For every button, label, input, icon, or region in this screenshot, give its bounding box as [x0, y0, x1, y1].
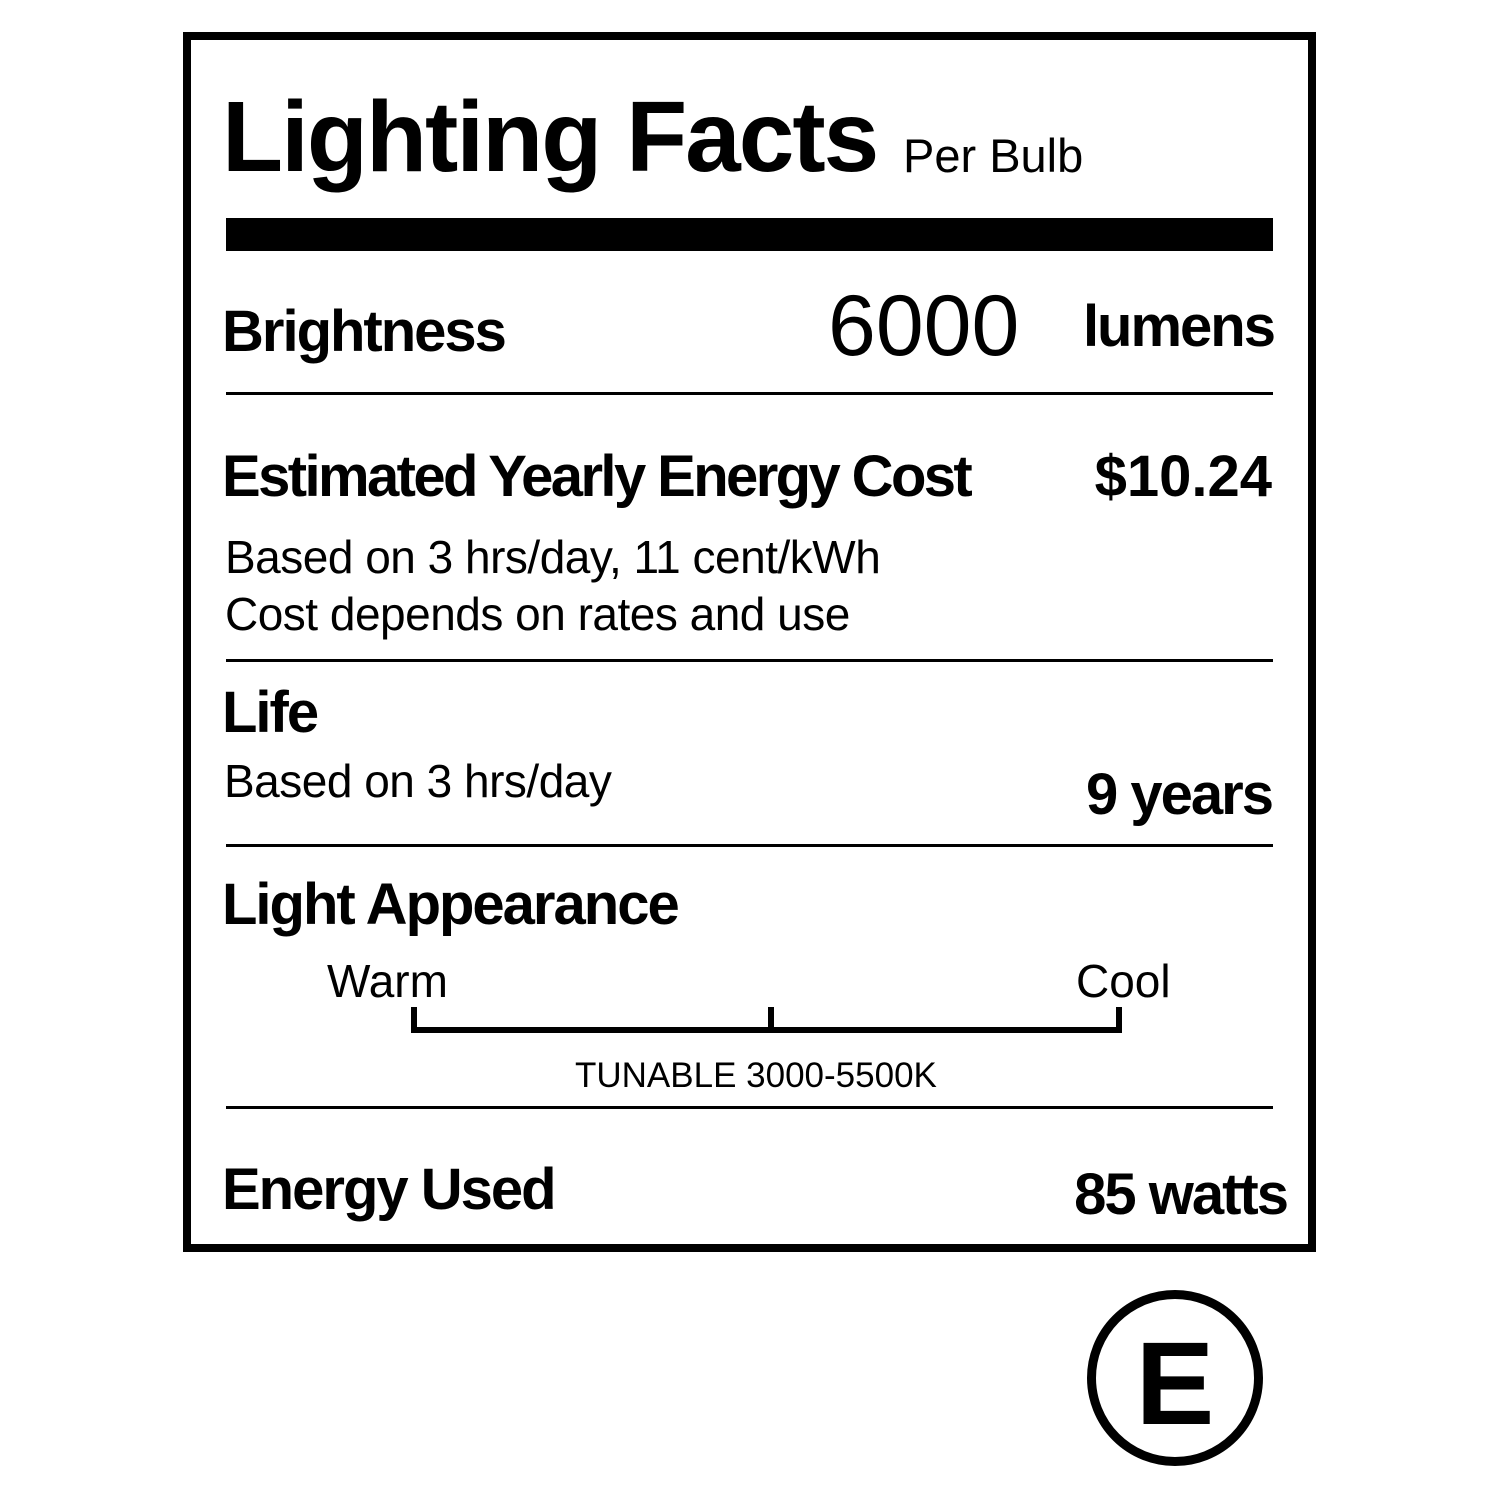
- title-bar: [226, 218, 1273, 251]
- divider: [226, 659, 1273, 662]
- divider: [226, 1106, 1273, 1109]
- energy-e-badge-icon: E: [1087, 1290, 1263, 1466]
- energy-value: 85 watts: [1074, 1162, 1289, 1227]
- life-note: Based on 3 hrs/day: [224, 755, 612, 807]
- life-label: Life: [222, 680, 319, 745]
- label-frame: [183, 32, 1316, 1252]
- cost-note-2: Cost depends on rates and use: [225, 588, 850, 640]
- scale-tick-cool: [1116, 1007, 1122, 1033]
- cost-note-1: Based on 3 hrs/day, 11 cent/kWh: [225, 531, 881, 583]
- scale-tick-warm: [411, 1007, 417, 1033]
- warm-label: Warm: [327, 955, 448, 1007]
- badge-letter: E: [1135, 1318, 1215, 1450]
- label-subtitle: Per Bulb: [903, 129, 1084, 182]
- energy-label: Energy Used: [222, 1157, 557, 1222]
- tunable-range: TUNABLE 3000-5500K: [575, 1056, 937, 1095]
- label-title: Lighting Facts: [222, 81, 879, 193]
- brightness-label: Brightness: [222, 299, 507, 364]
- scale-line: [411, 1027, 1122, 1033]
- divider: [226, 392, 1273, 395]
- appearance-label: Light Appearance: [222, 872, 680, 937]
- cool-label: Cool: [1076, 955, 1171, 1007]
- cost-label: Estimated Yearly Energy Cost: [222, 444, 973, 509]
- life-value: 9 years: [1086, 762, 1274, 827]
- scale-tick-mid: [768, 1007, 774, 1033]
- divider: [226, 844, 1273, 847]
- brightness-value: 6000: [828, 278, 1020, 374]
- cost-value: $10.24: [1094, 444, 1272, 509]
- brightness-unit: lumens: [1082, 294, 1276, 359]
